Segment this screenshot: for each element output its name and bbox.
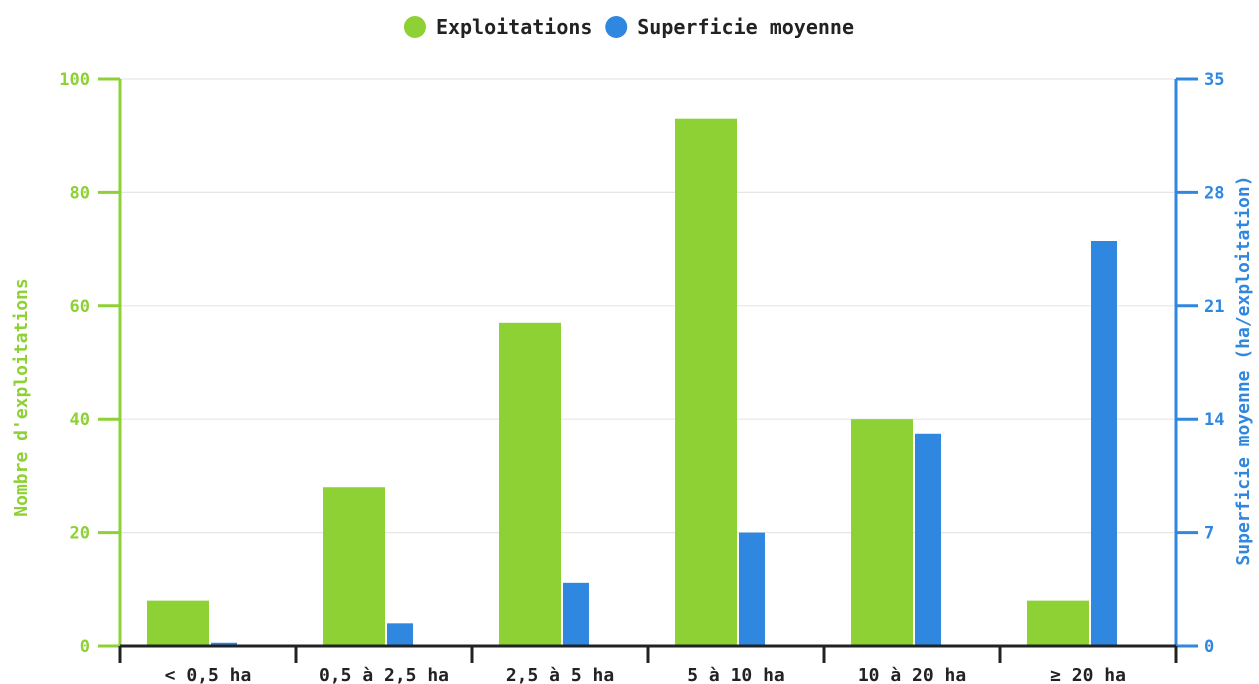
- left-tick-label: 40: [70, 410, 90, 430]
- right-tick-label: 14: [1204, 410, 1224, 430]
- right-tick-label: 7: [1204, 524, 1214, 544]
- legend-item: Exploitations: [403, 15, 593, 39]
- bar-exploitations: [851, 419, 913, 646]
- legend-swatch: [605, 16, 628, 38]
- legend-label: Exploitations: [436, 15, 593, 39]
- legend-item: Superficie moyenne: [605, 15, 854, 39]
- bars: [147, 118, 1117, 646]
- legend: Exploitations Superficie moyenne: [403, 15, 854, 39]
- right-tick-label: 35: [1204, 70, 1224, 90]
- right-tick-label: 0: [1204, 637, 1214, 657]
- x-tick-label: 10 à 20 ha: [858, 665, 966, 684]
- right-axis-title: Superficie moyenne (ha/exploitation): [1233, 175, 1254, 565]
- bar-superficie-moyenne: [915, 433, 941, 646]
- bar-superficie-moyenne: [211, 642, 237, 646]
- bar-exploitations: [499, 322, 561, 646]
- legend-label: Superficie moyenne: [637, 15, 854, 39]
- bar-exploitations: [147, 600, 209, 646]
- bar-exploitations: [323, 487, 385, 646]
- legend-swatch: [403, 16, 426, 38]
- x-tick-label: 5 à 10 ha: [687, 665, 785, 684]
- axes: 0 20 40 60 80 100 Nombre d'exploitations 0 7 14 21…: [11, 70, 1254, 684]
- bar-exploitations: [1027, 600, 1089, 646]
- right-tick-label: 28: [1204, 183, 1224, 203]
- left-tick-label: 0: [80, 637, 90, 657]
- left-tick-label: 100: [59, 70, 90, 90]
- gridlines: [120, 78, 1176, 534]
- x-tick-label: 2,5 à 5 ha: [506, 665, 614, 684]
- left-tick-label: 20: [70, 524, 90, 544]
- bar-exploitations: [675, 118, 737, 646]
- right-tick-label: 21: [1204, 297, 1224, 317]
- left-axis-title: Nombre d'exploitations: [11, 278, 32, 516]
- bar-superficie-moyenne: [387, 623, 413, 646]
- bar-superficie-moyenne: [563, 582, 589, 646]
- bar-superficie-moyenne: [1091, 241, 1117, 646]
- x-tick-label: ≥ 20 ha: [1050, 665, 1126, 684]
- left-tick-label: 80: [70, 183, 90, 203]
- x-tick-label: < 0,5 ha: [165, 665, 252, 684]
- left-tick-label: 60: [70, 297, 90, 317]
- x-tick-label: 0,5 à 2,5 ha: [319, 665, 449, 684]
- bar-superficie-moyenne: [739, 532, 765, 646]
